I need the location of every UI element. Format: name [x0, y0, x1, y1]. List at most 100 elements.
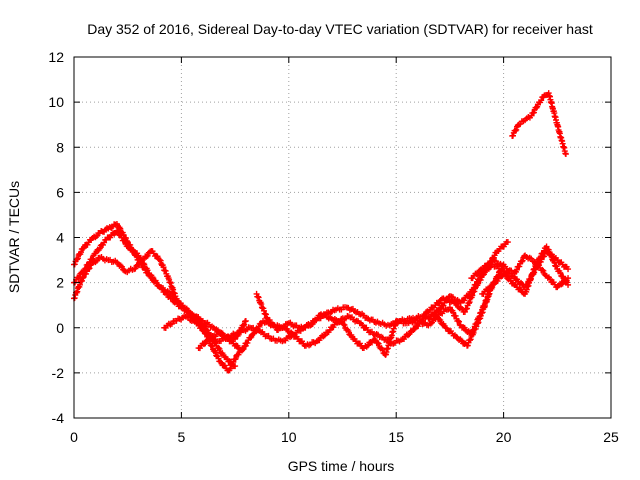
point-trail: [501, 271, 517, 287]
point-trail: [304, 339, 319, 349]
point-trail: [512, 253, 528, 275]
series-track-h: [468, 252, 572, 291]
data-point: [410, 327, 417, 334]
point-trail: [104, 229, 119, 241]
point-trail: [107, 256, 119, 266]
point-trail: [158, 284, 173, 296]
y-axis-tick-labels: -4 -2 0 2 4 6 8 10 12: [48, 49, 64, 426]
point-trail: [448, 293, 463, 305]
data-point: [436, 306, 443, 313]
point-trail: [126, 245, 141, 257]
point-trail: [523, 113, 533, 122]
data-point: [565, 281, 572, 288]
x-tick-label: 25: [603, 429, 619, 445]
data-point: [217, 358, 224, 365]
y-tick-label: 2: [56, 275, 64, 291]
point-trail: [226, 352, 240, 374]
x-tick-label: 0: [70, 429, 78, 445]
point-trail: [447, 306, 463, 328]
point-trail: [157, 257, 171, 280]
point-trail: [211, 339, 227, 359]
x-tick-label: 15: [388, 429, 404, 445]
point-trail: [517, 118, 527, 128]
data-point: [242, 317, 249, 324]
point-trail: [536, 93, 547, 106]
point-trail: [491, 257, 506, 269]
point-trail: [542, 91, 551, 99]
series-track-j: [509, 90, 569, 158]
data-point: [565, 275, 572, 282]
chart-title: Day 352 of 2016, Sidereal Day-to-day VTE…: [87, 21, 593, 37]
point-trail: [254, 293, 270, 321]
x-tick-label: 5: [178, 429, 186, 445]
point-trail: [340, 321, 356, 341]
point-trail: [323, 306, 338, 317]
point-trail: [390, 336, 405, 347]
point-trail: [98, 254, 110, 264]
y-tick-label: 8: [56, 139, 64, 155]
y-tick-label: 6: [56, 184, 64, 200]
point-trail: [550, 108, 560, 126]
point-trail: [184, 313, 198, 325]
series-track-c: [71, 227, 249, 343]
point-trail: [201, 319, 216, 331]
y-tick-label: -4: [52, 410, 65, 426]
point-trail: [82, 250, 98, 272]
data-point: [565, 266, 572, 273]
point-trail: [71, 277, 85, 302]
y-tick-label: 12: [48, 49, 64, 65]
point-trail: [480, 258, 495, 272]
point-trail: [239, 333, 255, 352]
point-trail: [469, 271, 485, 293]
data-point: [81, 266, 88, 273]
point-trail: [147, 272, 162, 289]
point-trail: [114, 228, 130, 250]
y-tick-label: 0: [56, 320, 64, 336]
point-trail: [522, 263, 539, 295]
point-trail: [250, 320, 265, 337]
point-trail: [149, 248, 162, 263]
axis-ticks: [73, 56, 612, 419]
point-trail: [469, 309, 485, 337]
point-trail: [330, 316, 344, 326]
point-trail: [382, 318, 399, 358]
grid: [74, 57, 611, 418]
point-trail: [319, 311, 334, 322]
point-trail: [308, 312, 323, 328]
data-point: [113, 227, 120, 234]
point-trail: [347, 314, 362, 325]
point-trail: [209, 343, 223, 365]
point-trail: [124, 265, 136, 276]
x-tick-label: 10: [281, 429, 297, 445]
point-trail: [454, 335, 469, 347]
point-trail: [168, 291, 184, 307]
point-trail: [136, 255, 152, 277]
data-point: [79, 245, 86, 252]
x-axis-label: GPS time / hours: [288, 458, 395, 474]
point-trail: [372, 337, 388, 357]
point-trail: [179, 302, 194, 317]
y-axis-label: SDTVAR / TECUs: [6, 181, 22, 293]
point-trail: [270, 335, 284, 344]
x-axis-tick-labels: 0 5 10 15 20 25: [70, 429, 619, 445]
y-tick-label: 10: [48, 94, 64, 110]
data-points: [71, 90, 572, 374]
point-trail: [366, 316, 381, 326]
data-point: [504, 239, 511, 246]
x-tick-label: 20: [496, 429, 512, 445]
point-trail: [555, 259, 570, 270]
point-trail: [555, 267, 571, 286]
point-trail: [194, 320, 209, 336]
point-trail: [529, 103, 541, 117]
y-tick-label: 4: [56, 230, 64, 246]
point-trail: [115, 261, 128, 274]
point-trail: [544, 246, 560, 270]
point-trail: [71, 246, 85, 268]
point-trail: [443, 325, 459, 339]
data-point: [489, 281, 496, 288]
data-point: [562, 151, 569, 158]
series-track-i: [479, 243, 572, 297]
point-trail: [491, 272, 506, 288]
point-trail: [356, 310, 370, 321]
